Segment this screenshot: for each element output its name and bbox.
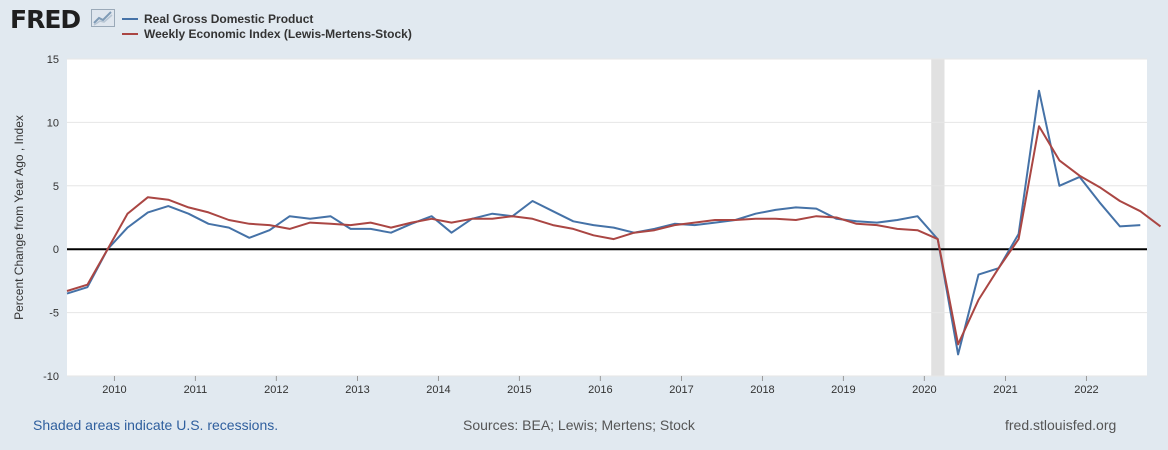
x-tick-label: 2021 bbox=[993, 384, 1017, 396]
x-tick-label: 2017 bbox=[669, 384, 693, 396]
recession-shading bbox=[931, 59, 945, 376]
x-tick-label: 2020 bbox=[912, 384, 936, 396]
site-link[interactable]: fred.stlouisfed.org bbox=[1005, 417, 1117, 433]
series-line-wei[interactable] bbox=[66, 125, 1162, 346]
fred-logo: FRED bbox=[10, 5, 81, 34]
x-tick-label: 2015 bbox=[507, 384, 531, 396]
legend-swatch-wei bbox=[122, 32, 138, 35]
line-chart[interactable]: -10 -5 0 5 10 15 2010 2011 2012 2013 2014 2015 2016 2… bbox=[0, 48, 1168, 410]
y-axis-title: Percent Change from Year Ago , Index bbox=[12, 115, 26, 320]
x-tick-label: 2010 bbox=[102, 384, 126, 396]
x-tick-label: 2016 bbox=[588, 384, 612, 396]
chart-header: FRED Real Gross Domestic Product Weekly … bbox=[0, 0, 1168, 48]
x-tick-label: 2014 bbox=[426, 384, 450, 396]
x-tick-label: 2011 bbox=[184, 384, 208, 396]
recession-note-link[interactable]: Shaded areas indicate U.S. recessions. bbox=[33, 417, 279, 433]
legend-label-gdp: Real Gross Domestic Product bbox=[144, 11, 314, 26]
chart-legend[interactable]: Real Gross Domestic Product Weekly Econo… bbox=[122, 11, 412, 41]
y-tick-label: -5 bbox=[49, 308, 59, 320]
x-tick-label: 2018 bbox=[750, 384, 774, 396]
chart-trend-icon bbox=[91, 9, 115, 27]
y-tick-label: 0 bbox=[53, 244, 59, 256]
x-tick-label: 2013 bbox=[345, 384, 369, 396]
legend-swatch-gdp bbox=[122, 17, 138, 20]
series-line-gdp[interactable] bbox=[66, 89, 1141, 356]
y-tick-label: 10 bbox=[47, 117, 59, 129]
y-tick-label: 15 bbox=[47, 54, 59, 66]
legend-item-gdp[interactable]: Real Gross Domestic Product bbox=[122, 11, 412, 26]
x-tick-label: 2022 bbox=[1074, 384, 1098, 396]
x-tick-label: 2019 bbox=[831, 384, 855, 396]
plot-area bbox=[67, 59, 1147, 376]
legend-label-wei: Weekly Economic Index (Lewis-Mertens-Sto… bbox=[144, 26, 412, 41]
y-tick-label: 5 bbox=[53, 181, 59, 193]
legend-item-wei[interactable]: Weekly Economic Index (Lewis-Mertens-Sto… bbox=[122, 26, 412, 41]
sources-text: Sources: BEA; Lewis; Mertens; Stock bbox=[463, 417, 695, 433]
y-tick-label: -10 bbox=[43, 371, 59, 383]
chart-footer: Shaded areas indicate U.S. recessions. S… bbox=[0, 416, 1168, 436]
x-tick-label: 2012 bbox=[264, 384, 288, 396]
